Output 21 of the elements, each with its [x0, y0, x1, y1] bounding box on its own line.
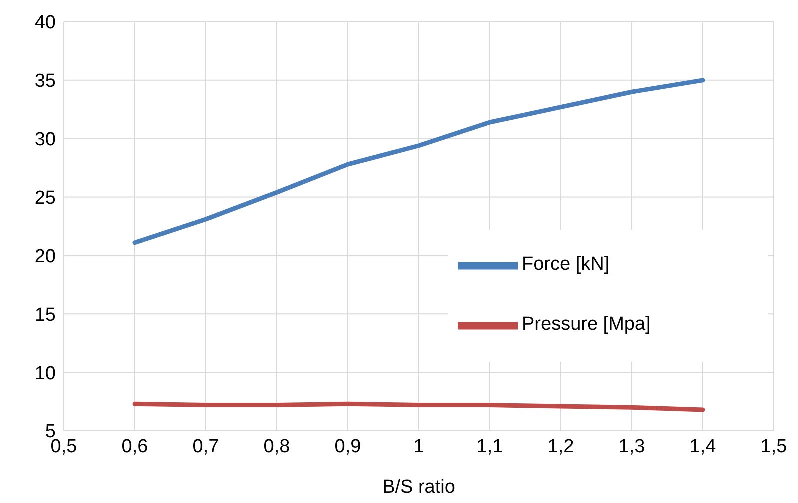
y-tick-label: 40	[34, 12, 56, 34]
y-tick-label: 10	[34, 363, 56, 384]
x-tick-label: 0,6	[122, 436, 148, 458]
line-series	[132, 78, 706, 246]
x-axis-title: B/S ratio	[382, 477, 456, 498]
x-tick-label: 1,1	[476, 436, 504, 458]
x-tick-label: 1	[414, 436, 424, 458]
y-tick-label: 30	[34, 130, 56, 151]
y-tick-label: 25	[34, 188, 56, 210]
x-tick-label: 0,8	[264, 436, 290, 458]
legend-label: Force [kN]	[522, 254, 610, 276]
x-tick-label: 0,9	[334, 436, 362, 458]
y-tick-label: 35	[34, 71, 56, 92]
y-tick-label: 15	[34, 304, 56, 326]
x-tick-label: 1,3	[618, 436, 646, 458]
x-tick-label: 1,2	[548, 436, 574, 458]
y-tick-label: 20	[34, 246, 56, 268]
x-tick-label: 1,4	[690, 436, 717, 458]
legend-label: Pressure [Mpa]	[522, 314, 651, 336]
x-tick-label: 0,7	[192, 436, 220, 458]
x-tick-label: 1,5	[760, 436, 788, 458]
